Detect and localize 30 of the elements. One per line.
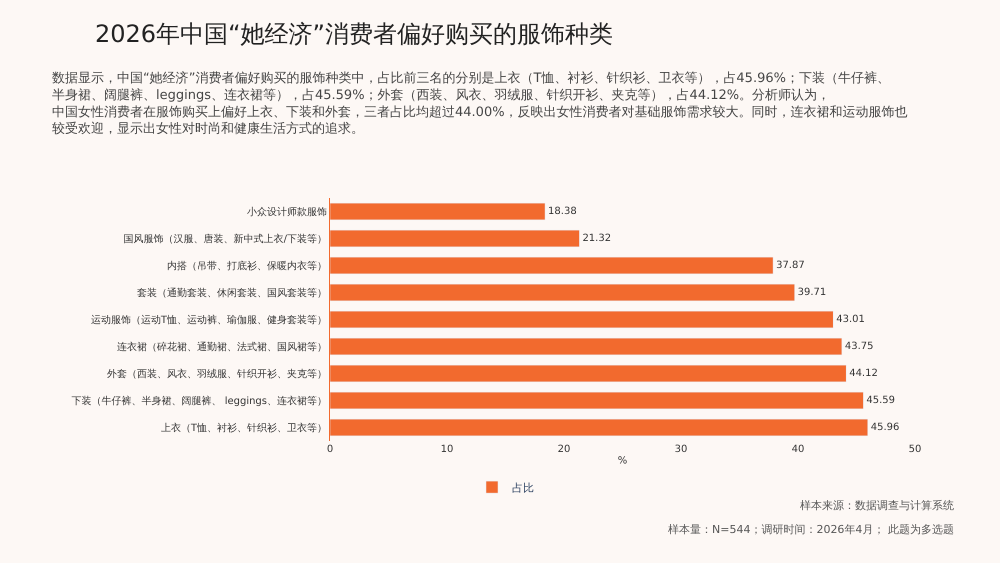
- y-tick-label: 运动服饰（运动T恤、运动裤、瑜伽服、健身套装等）: [90, 314, 327, 326]
- data-label: 18.38: [548, 206, 577, 217]
- chart-subtitle: 数据显示，中国“她经济”消费者偏好购买的服饰种类中，占比前三名的分别是上衣（T恤、衬衫、针织衫、卫衣等），占45.96%；下装（牛仔裤、半身裙、阔腿裤、leggings、连衣裙等），占45.59%；外套（西装、风衣、羽绒服、针织开衫、夹克等），占44.12%。分析师认为，中国女性消费者在服饰购买上偏好上衣、下装和外套，三者占比均超过44.00%，反映出女性消费者对基础服饰需求较大。同时，连衣裙和运动服饰也较受欢迎，显示出女性对时尚和健康生活方式的追求。: [52, 71, 908, 137]
- y-tick-label: 套装（通勤套装、休闲套装、国风套装等）: [137, 287, 327, 299]
- legend-label: 占比: [512, 481, 534, 494]
- x-axis-title: %: [618, 456, 628, 466]
- data-label: 45.96: [870, 422, 900, 433]
- y-tick-label: 外套（西装、风衣、羽绒服、针织开衫、夹克等）: [107, 368, 327, 380]
- y-tick-label: 国风服饰（汉服、唐装、新中式上衣/下装等）: [124, 233, 327, 245]
- text: 样本量：N=544；调研时间：2026年4月； 此题为多选题: [668, 523, 954, 536]
- x-tick-label: 30: [674, 444, 688, 455]
- chart-title: 2026年中国“她经济”消费者偏好购买的服饰种类: [95, 20, 613, 48]
- data-label: 21.32: [582, 233, 612, 244]
- y-tick-label: 小众设计师款服饰: [247, 206, 327, 218]
- y-tick-label: 下装（牛仔裤、半身裙、阔腿裤、 leggings、连衣裙等）: [72, 395, 327, 407]
- data-label: 39.71: [798, 287, 826, 298]
- y-tick-label: 连衣裙（碎花裙、通勤裙、法式裙、国风裙等）: [117, 341, 327, 353]
- data-label: 44.12: [849, 368, 878, 379]
- text: 样本来源：数据调查与计算系统: [800, 499, 954, 512]
- x-tick-label: 50: [908, 444, 922, 455]
- data-label: 43.75: [844, 341, 874, 352]
- data-label: 43.01: [836, 314, 865, 325]
- data-label: 45.59: [866, 395, 896, 406]
- x-tick-label: 20: [558, 444, 570, 455]
- x-tick-label: 10: [440, 444, 454, 455]
- y-tick-label: 内搭（吊带、打底衫、保暖内衣等）: [167, 260, 327, 272]
- x-tick-label: 0: [326, 444, 334, 455]
- y-tick-label: 上衣（T恤、衬衫、针织衫、卫衣等）: [160, 422, 327, 434]
- data-label: 37.87: [776, 260, 805, 271]
- x-tick-label: 40: [792, 444, 804, 455]
